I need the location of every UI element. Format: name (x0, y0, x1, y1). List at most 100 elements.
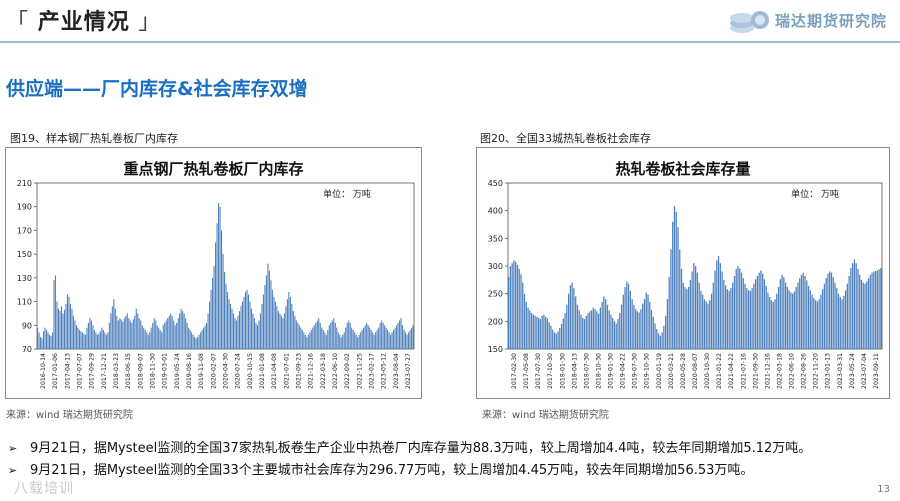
bar (770, 300, 773, 349)
bar (156, 325, 158, 349)
bar (541, 315, 543, 349)
x-tick-label: 2023-07-27 (405, 353, 412, 389)
bar (256, 325, 258, 349)
x-tick-label: 2023-05-12 (381, 353, 388, 389)
bar (87, 322, 89, 349)
bar (150, 327, 152, 349)
bar (238, 311, 241, 349)
bar (626, 281, 628, 349)
bar (702, 294, 704, 349)
bar (818, 299, 820, 349)
bar (793, 291, 796, 349)
x-tick-label: 2023-03-31 (837, 353, 844, 389)
page-number: 13 (877, 484, 890, 495)
bar (77, 327, 79, 349)
bar (569, 285, 572, 349)
bar (783, 277, 785, 349)
bar (578, 310, 580, 349)
bar (834, 282, 836, 349)
bar (313, 325, 315, 349)
bar (212, 277, 214, 349)
bar (218, 203, 220, 349)
bar (84, 334, 86, 349)
bar (393, 330, 395, 349)
bar (253, 318, 255, 349)
bar (597, 313, 600, 349)
bar (613, 321, 616, 349)
bar (515, 261, 517, 349)
bar (848, 275, 850, 349)
y-tick-label: 150 (488, 345, 503, 354)
bar (776, 293, 778, 349)
bar (74, 320, 76, 349)
bar (221, 230, 223, 349)
bar (587, 313, 589, 349)
bar (50, 335, 52, 349)
y-tick-label: 300 (488, 262, 503, 271)
arrow-bullet-icon: ➢ (8, 464, 18, 477)
bar (357, 337, 359, 349)
x-tick-label: 2019-03-01 (162, 353, 169, 389)
bar (880, 268, 882, 349)
bar (643, 299, 646, 349)
bar (654, 323, 656, 349)
x-tick-label: 2023-09-11 (873, 353, 880, 389)
bar (781, 274, 783, 349)
bar (726, 289, 729, 349)
bar (114, 308, 116, 349)
bar (576, 304, 579, 349)
bar (168, 315, 170, 349)
x-tick-label: 2022-06-10 (789, 353, 796, 389)
bar (228, 299, 230, 349)
right-chart-caption: 图20、全国33城热轧卷板社会库存 (480, 132, 651, 145)
bar (384, 325, 386, 349)
x-tick-label: 2017-02-30 (511, 353, 518, 389)
bar (677, 227, 679, 349)
bar (41, 338, 43, 349)
bar (147, 334, 149, 349)
bar (279, 313, 281, 349)
y-tick-label: 90 (22, 321, 32, 330)
bar (215, 242, 217, 349)
y-tick-label: 170 (17, 226, 32, 235)
bar (675, 211, 677, 349)
bar (411, 327, 413, 349)
bar (310, 330, 312, 349)
bar (186, 322, 188, 349)
bar (102, 330, 104, 349)
chart-unit-label: 单位： 万吨 (323, 188, 371, 200)
bar (615, 323, 617, 349)
bar (385, 327, 387, 349)
bar (44, 327, 46, 349)
bar (571, 282, 573, 349)
bar (560, 324, 563, 349)
bar (562, 318, 564, 349)
x-tick-label: 2019-05-24 (174, 353, 181, 389)
bar (523, 293, 526, 349)
bar (680, 268, 683, 349)
bar (661, 332, 663, 349)
bar (345, 327, 347, 349)
bar (742, 278, 744, 349)
x-tick-label: 2018-11-30 (150, 353, 157, 389)
bar (95, 332, 97, 349)
bar (730, 288, 732, 349)
bar (605, 299, 607, 349)
bar (552, 329, 554, 349)
bar (638, 312, 640, 349)
bar (316, 320, 318, 349)
x-tick-label: 2022-09-02 (344, 353, 351, 389)
bar (303, 332, 305, 349)
chart-frame (5, 147, 422, 399)
bar (255, 322, 257, 349)
x-tick-label: 2017-10-30 (547, 353, 554, 389)
bar (811, 294, 813, 349)
bar (763, 279, 766, 349)
bar (318, 318, 320, 349)
bar (144, 330, 146, 349)
chart-unit-label: 单位： 万吨 (791, 188, 839, 200)
bar (555, 333, 557, 349)
bar (381, 320, 383, 349)
bar (758, 272, 760, 349)
bar (65, 303, 67, 349)
